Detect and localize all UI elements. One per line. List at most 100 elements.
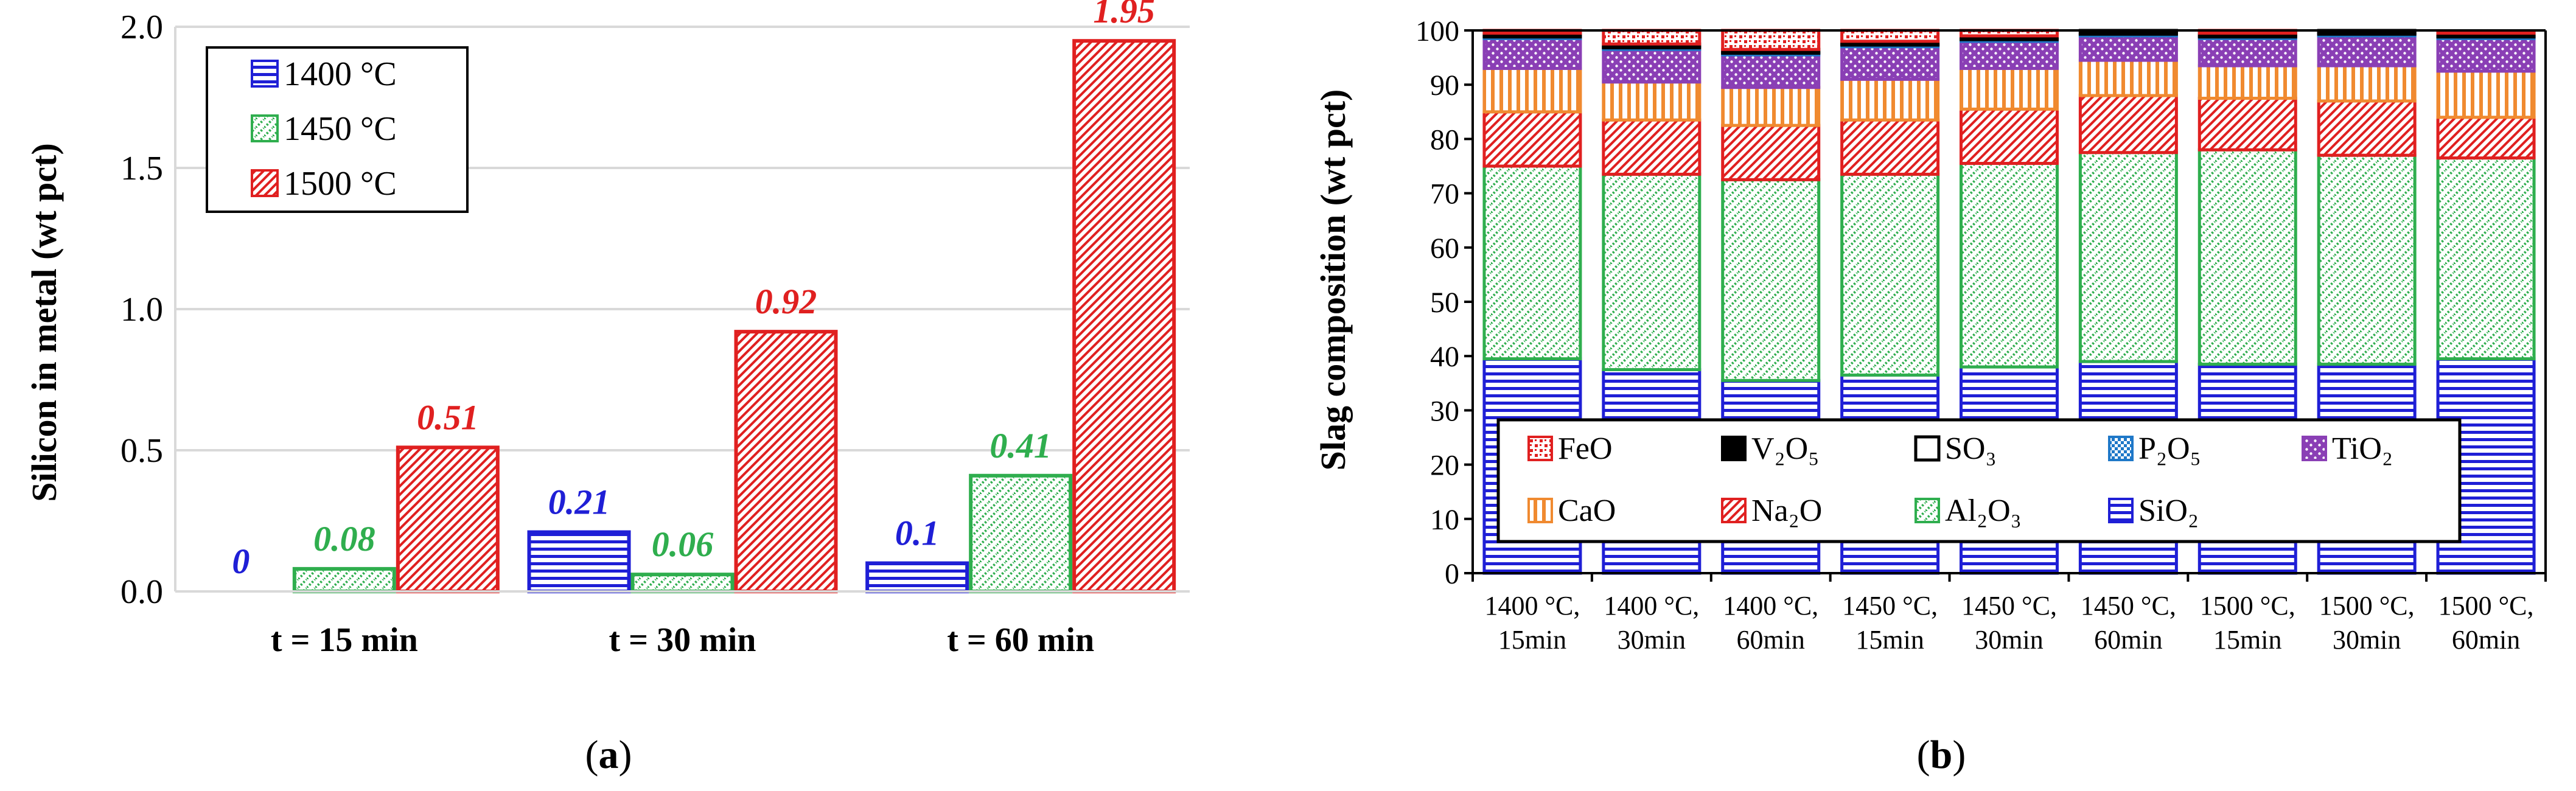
legend-swatch-feo xyxy=(1527,436,1553,461)
legend-label-p2o5: P₂O₅ xyxy=(2138,431,2201,466)
panel-b-legend: FeO V₂O₅ SO₃ P₂O₅ TiO₂ CaO Na₂O Al₂O₃ Si… xyxy=(1496,418,2462,543)
segment-6 xyxy=(2197,97,2297,152)
segment-0 xyxy=(1482,37,1582,70)
segment-7 xyxy=(2317,34,2417,68)
panel-a-caption-open: ( xyxy=(585,733,599,777)
segment-0 xyxy=(1482,110,1582,168)
panel-b-category-label-line1: 1400 °C, xyxy=(1604,591,1699,621)
legend-swatch-al2o3 xyxy=(1915,498,1940,523)
segment-6 xyxy=(2197,64,2297,100)
panel-b-legend-box xyxy=(1496,418,2462,543)
panel-a-y-tick: 1.5 xyxy=(120,150,163,187)
segment-1 xyxy=(1602,80,1702,122)
panel-b-category-label-line2: 30min xyxy=(2333,625,2401,655)
panel-b-y-tick: 90 xyxy=(1430,69,1459,102)
data-label: 1.95 xyxy=(1093,0,1155,30)
panel-b-category-label-line1: 1450 °C, xyxy=(2081,591,2176,621)
segment-8 xyxy=(2436,69,2536,119)
legend-swatch-tio2 xyxy=(2302,436,2327,461)
segment-1 xyxy=(1602,29,1702,46)
legend-label-1400: 1400 °C xyxy=(284,55,397,93)
legend-label-sio2: SiO₂ xyxy=(2138,493,2199,528)
segment-6 xyxy=(2197,148,2297,366)
panel-b-caption-letter: b xyxy=(1930,733,1953,777)
panel-a-caption: (a) xyxy=(585,733,632,777)
panel-a-category-label: t = 30 min xyxy=(609,621,756,659)
bar-1400-1 xyxy=(527,530,631,593)
segment-8 xyxy=(2436,30,2536,35)
data-label: 0.21 xyxy=(548,483,610,522)
panel-a-y-tick: 0.5 xyxy=(120,432,163,470)
panel-b-category-label-line1: 1400 °C, xyxy=(1723,591,1818,621)
segment-1 xyxy=(1602,172,1702,371)
segment-1 xyxy=(1602,118,1702,176)
segment-5 xyxy=(2078,58,2178,97)
legend-label-1500: 1500 °C xyxy=(284,165,397,203)
segment-4 xyxy=(1960,66,2059,111)
legend-swatch-v2o5 xyxy=(1721,436,1747,461)
segment-0 xyxy=(1482,164,1582,361)
panel-b-y-tick: 60 xyxy=(1430,232,1459,265)
panel-a-y-tick: 2.0 xyxy=(120,9,163,46)
panel-b-y-axis-title: Slag composition (wt pct) xyxy=(1313,89,1353,471)
panel-b-axes xyxy=(1464,29,2547,582)
segment-5 xyxy=(2078,151,2178,363)
segment-7 xyxy=(2317,99,2417,157)
segment-7 xyxy=(2317,64,2417,103)
segment-8 xyxy=(2436,37,2536,73)
panel-b-category-label-line1: 1500 °C, xyxy=(2438,591,2534,621)
legend-swatch-cao xyxy=(1527,498,1553,523)
panel-b-category-label-line1: 1450 °C, xyxy=(1961,591,2057,621)
panel-b-y-tick: 20 xyxy=(1430,450,1459,482)
bar-1500-1 xyxy=(734,330,838,593)
segment-3 xyxy=(1840,45,1940,81)
segment-4 xyxy=(1960,162,2059,369)
panel-b-category-label-line2: 15min xyxy=(1498,625,1566,655)
segment-2 xyxy=(1721,178,1821,382)
panel-b-y-tick: 0 xyxy=(1445,558,1459,590)
segment-8 xyxy=(2436,156,2536,361)
panel-a-caption-letter: a xyxy=(599,733,619,777)
panel-a-category-label: t = 60 min xyxy=(947,621,1094,659)
legend-label-v2o5: V₂O₅ xyxy=(1751,431,1819,466)
legend-swatch-1400 xyxy=(251,60,279,88)
panel-a-legend-box xyxy=(206,46,469,213)
segment-8 xyxy=(2436,116,2536,160)
panel-b-y-tick: 80 xyxy=(1430,124,1459,156)
panel-b-category-label-line1: 1400 °C, xyxy=(1484,591,1580,621)
segment-5 xyxy=(2078,94,2178,155)
panel-a-y-tick: 1.0 xyxy=(120,291,163,329)
panel-b-y-tick: 10 xyxy=(1430,504,1459,536)
panel-b-y-tick-labels: 0 10 20 30 40 50 60 70 80 90 100 xyxy=(1415,15,1459,590)
legend-label-na2o: Na₂O xyxy=(1751,493,1822,528)
legend-label-feo: FeO xyxy=(1558,431,1613,466)
segment-3 xyxy=(1840,172,1940,377)
panel-b-y-tick: 40 xyxy=(1430,341,1459,373)
segment-2 xyxy=(1721,29,1821,51)
segment-1 xyxy=(1602,47,1702,84)
legend-label-tio2: TiO₂ xyxy=(2332,431,2393,466)
legend-swatch-1500 xyxy=(251,169,279,197)
legend-swatch-so3 xyxy=(1914,435,1941,462)
segment-2 xyxy=(1721,86,1821,127)
legend-label-cao: CaO xyxy=(1558,493,1616,528)
panel-a-y-tick: 0.0 xyxy=(120,573,163,611)
data-label: 0.92 xyxy=(755,282,817,321)
panel-b-caption-close: ) xyxy=(1952,733,1966,777)
panel-a-y-axis-title: Silicon in metal (wt pct) xyxy=(24,143,64,502)
legend-swatch-sio2 xyxy=(2108,498,2134,523)
data-label: 0.51 xyxy=(417,397,479,437)
panel-a-legend: 1400 °C 1450 °C 1500 °C xyxy=(206,46,469,213)
legend-label-1450: 1450 °C xyxy=(284,110,397,148)
panel-b-category-label-line2: 30min xyxy=(1618,625,1686,655)
panel-b-y-tick: 100 xyxy=(1415,15,1459,47)
panel-b-category-label-line2: 60min xyxy=(1736,625,1804,655)
panel-b-category-labels: 1400 °C, 15min 1400 °C, 30min 1400 °C, 60min 1… xyxy=(1484,591,2533,655)
legend-swatch-p2o5 xyxy=(2108,436,2134,461)
segment-0 xyxy=(1482,66,1582,114)
segment-4 xyxy=(1960,107,2059,166)
panel-a-axes xyxy=(174,27,1190,593)
bar-1450-1 xyxy=(630,573,735,593)
bar-1450-0 xyxy=(292,566,396,594)
